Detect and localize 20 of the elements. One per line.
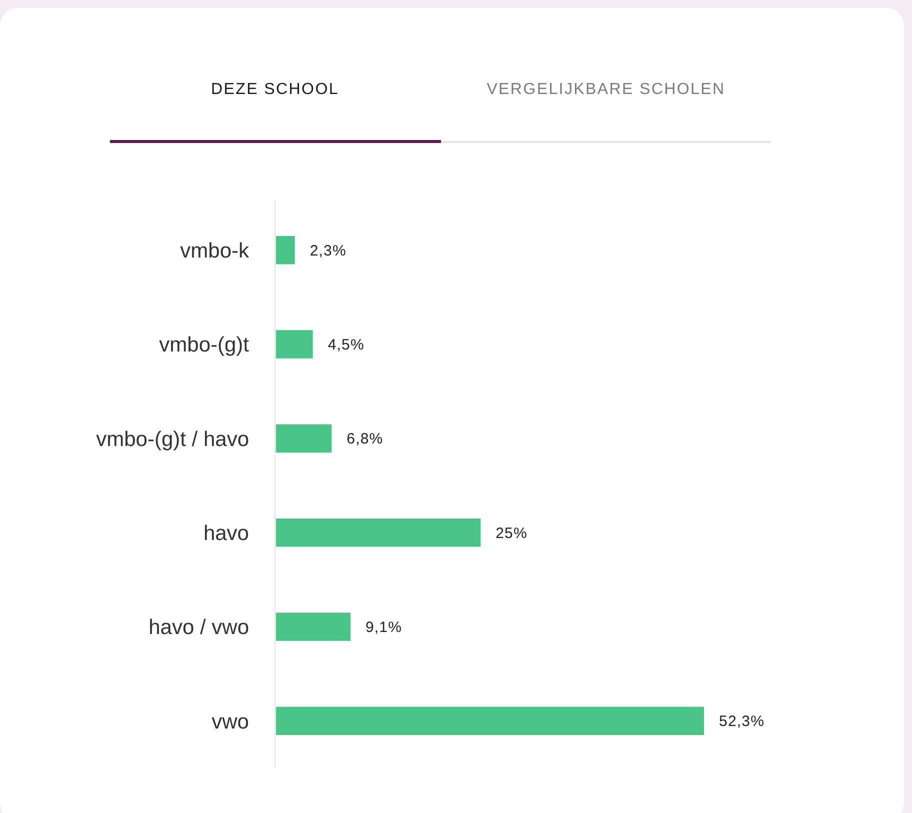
y-tick-label: havo	[203, 522, 249, 545]
data-label: 25%	[496, 524, 528, 542]
text: DEZE SCHOOL	[211, 81, 339, 98]
y-tick-label: vmbo-(g)t / havo	[96, 428, 249, 451]
data-label: 2,3%	[310, 242, 346, 260]
data-label: 52,3%	[719, 713, 765, 730]
bar	[276, 518, 481, 547]
text: VERGELIJKBARE SCHOLEN	[486, 81, 726, 98]
bar	[276, 330, 313, 358]
y-tick-label: vmbo-k	[180, 239, 250, 262]
data-label: 9,1%	[365, 619, 402, 636]
y-tick-label: vwo	[212, 710, 249, 734]
bar	[276, 706, 704, 736]
data-label: 6,8%	[346, 430, 384, 448]
data-label: 4,5%	[328, 336, 364, 354]
y-tick-label: vmbo-(g)t	[159, 334, 250, 357]
bar	[276, 236, 295, 264]
bar	[276, 612, 350, 641]
y-tick-label: havo / vwo	[148, 616, 249, 640]
bar	[276, 424, 332, 453]
